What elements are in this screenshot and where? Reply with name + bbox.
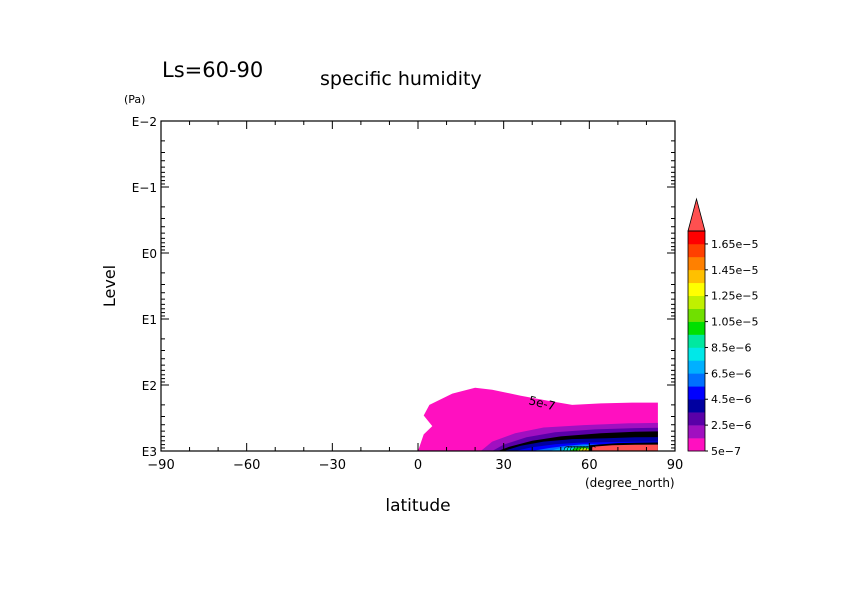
colorbar-swatch xyxy=(688,360,705,374)
colorbar-swatch xyxy=(688,269,705,284)
panel-label: Ls=60-90 xyxy=(162,58,263,82)
y-tick-label: E0 xyxy=(142,247,157,261)
colorbar-tick-label: 2.5e−6 xyxy=(711,419,751,432)
x-units-label: (degree_north) xyxy=(585,476,675,490)
colorbar: 5e−7 2.5e−6 4.5e−6 6.5e−6 8.5e−6 1.05e−5 1.25e… xyxy=(687,197,758,458)
x-tick-label: 30 xyxy=(495,458,512,473)
y-units-label: (Pa) xyxy=(124,93,145,106)
x-tick-label: −90 xyxy=(147,458,174,473)
contour-lines xyxy=(563,445,596,452)
y-tick-label: E1 xyxy=(142,313,157,327)
x-tick-label: −60 xyxy=(233,458,260,473)
colorbar-swatch xyxy=(688,373,705,387)
colorbar-swatch xyxy=(688,321,705,335)
y-axis: E−2 E−1 E0 E1 E2 E3 xyxy=(132,115,675,459)
colorbar-swatch xyxy=(688,412,705,426)
colorbar-swatch xyxy=(688,231,705,245)
y-tick-label: E−1 xyxy=(132,181,157,195)
contour-label: 5e-7 xyxy=(527,393,557,413)
colorbar-extend-arrow xyxy=(687,197,706,232)
y-tick-label: E−2 xyxy=(132,115,157,129)
x-tick-label: 60 xyxy=(581,458,598,473)
colorbar-tick-label: 1.65e−5 xyxy=(711,238,758,251)
colorbar-tick-label: 1.45e−5 xyxy=(711,264,758,277)
y-tick-label: E2 xyxy=(142,379,157,393)
contour-band-max xyxy=(592,444,658,451)
x-axis: −90 −60 −30 0 30 60 90 xyxy=(147,121,683,473)
x-axis-title: latitude xyxy=(385,496,450,516)
colorbar-swatch xyxy=(688,386,705,400)
colorbar-tick-label: 1.25e−5 xyxy=(711,290,758,303)
colorbar-swatch xyxy=(688,243,705,258)
colorbar-swatch xyxy=(688,334,705,348)
y-axis-title: Level xyxy=(100,265,119,307)
colorbar-swatch xyxy=(688,438,705,452)
x-tick-label: −30 xyxy=(319,458,346,473)
plot-frame xyxy=(160,120,676,452)
x-tick-label: 90 xyxy=(667,458,684,473)
colorbar-frame xyxy=(687,230,706,452)
colorbar-tick-label: 1.05e−5 xyxy=(711,316,758,329)
colorbar-tick-label: 6.5e−6 xyxy=(711,367,751,380)
colorbar-swatch xyxy=(688,308,705,322)
colorbar-tick-label: 5e−7 xyxy=(711,445,741,458)
colorbar-tick-label: 4.5e−6 xyxy=(711,393,751,406)
chart-title: specific humidity xyxy=(320,68,482,90)
colorbar-swatch xyxy=(688,399,705,413)
colorbar-swatch xyxy=(688,425,705,439)
x-tick-label: 0 xyxy=(414,458,422,473)
contour-fills xyxy=(418,387,658,451)
colorbar-tick-label: 8.5e−6 xyxy=(711,341,751,354)
y-tick-label: E3 xyxy=(142,445,157,459)
colorbar-swatch xyxy=(688,295,705,309)
colorbar-swatch xyxy=(688,347,705,361)
colorbar-swatch xyxy=(688,282,705,297)
colorbar-swatch xyxy=(688,256,705,271)
